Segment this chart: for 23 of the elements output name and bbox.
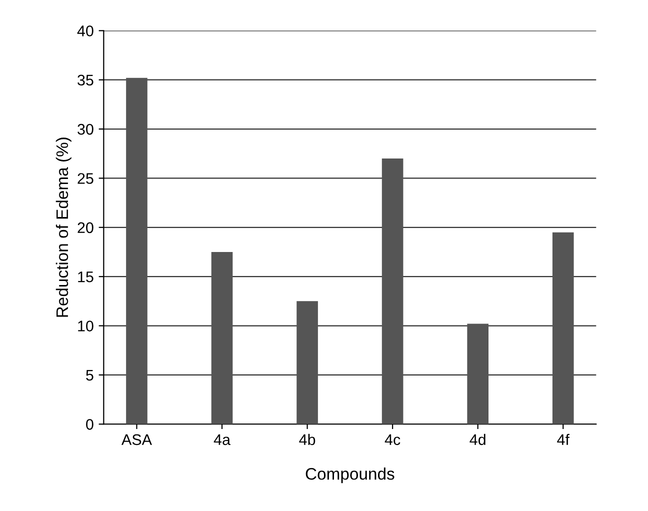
x-tick-label: 4a <box>214 434 230 446</box>
y-tick-label: 30 <box>78 124 94 135</box>
y-tick-label: 35 <box>78 74 94 86</box>
x-tick-label: 4d <box>470 434 486 446</box>
x-tick-label: 4b <box>299 434 316 446</box>
y-tick-label: 5 <box>86 370 94 381</box>
y-tick-label: 20 <box>78 222 94 234</box>
bar <box>552 232 574 424</box>
y-tick-label: 40 <box>77 26 94 36</box>
y-tick-label: 0 <box>86 419 94 430</box>
y-axis-title: Reduction of Edema (%) <box>56 138 72 317</box>
bar <box>296 301 318 424</box>
x-tick-label: 4c <box>384 434 400 446</box>
x-tick-label: ASA <box>121 434 152 446</box>
y-tick-label: 25 <box>78 173 94 184</box>
bar <box>126 78 148 424</box>
bar <box>382 158 404 424</box>
y-tick-label: 10 <box>78 320 94 332</box>
bar <box>211 252 233 424</box>
y-tick-label: 15 <box>78 272 94 282</box>
x-tick-label: 4f <box>557 434 570 445</box>
bar <box>467 324 488 424</box>
x-axis-title: Compounds <box>306 468 394 484</box>
